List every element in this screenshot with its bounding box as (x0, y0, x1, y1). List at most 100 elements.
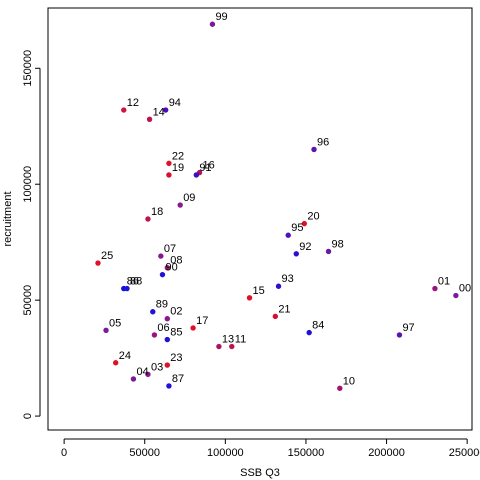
x-axis-title: SSB Q3 (240, 467, 280, 479)
point-label: 06 (157, 322, 169, 334)
data-point (177, 202, 183, 208)
data-point (275, 283, 282, 289)
data-point (159, 271, 166, 278)
data-point (145, 216, 151, 222)
data-point (325, 248, 332, 255)
point-label: 19 (172, 162, 184, 174)
point-label: 88 (130, 276, 142, 288)
data-point (95, 260, 101, 266)
point-label: 10 (343, 375, 355, 387)
data-point (190, 325, 196, 331)
point-label: 08 (170, 255, 182, 267)
data-point (130, 376, 137, 382)
data-point (311, 146, 317, 153)
y-tick-label: 50000 (22, 285, 34, 316)
point-label: 18 (151, 206, 163, 218)
data-point (216, 343, 222, 350)
x-tick-label: 50000 (129, 447, 160, 459)
data-point (103, 327, 109, 333)
x-tick-label: 200000 (368, 447, 405, 459)
point-label: 91 (199, 162, 211, 174)
point-label: 15 (253, 285, 265, 297)
x-tick-label: 0 (61, 447, 67, 459)
point-label: 17 (196, 315, 208, 327)
point-label: 03 (151, 361, 163, 373)
plot-frame (47, 7, 473, 431)
data-point (124, 285, 130, 292)
data-point (151, 332, 158, 338)
data-point (164, 264, 171, 271)
point-label: 21 (278, 303, 290, 315)
data-point (453, 292, 459, 299)
point-label: 87 (172, 373, 184, 385)
data-point (396, 332, 403, 338)
data-point (113, 360, 119, 366)
data-point (146, 116, 153, 122)
data-point (209, 21, 216, 27)
x-tick-label: 100000 (207, 447, 244, 459)
data-point (166, 383, 172, 389)
point-label: 01 (438, 276, 450, 288)
point-label: 11 (235, 334, 246, 346)
data-point (121, 107, 127, 113)
point-label: 23 (170, 352, 182, 364)
point-label: 94 (169, 97, 181, 109)
y-tick-label: 0 (22, 413, 34, 419)
data-point (293, 251, 299, 257)
data-point (166, 172, 172, 178)
data-point (193, 172, 200, 178)
data-point (166, 160, 172, 167)
point-label: 00 (459, 283, 471, 295)
point-label: 12 (127, 97, 139, 109)
y-axis-title: recruitment (2, 191, 14, 246)
point-label: 85 (170, 327, 182, 339)
point-label: 98 (332, 238, 344, 250)
point-label: 95 (291, 222, 303, 234)
data-point (164, 336, 171, 343)
y-tick-label: 150000 (22, 50, 34, 87)
y-tick-label: 100000 (22, 166, 34, 203)
point-label: 96 (317, 136, 329, 148)
point-label: 02 (170, 306, 182, 318)
x-tick-label: 150000 (288, 447, 325, 459)
point-label: 07 (164, 243, 176, 255)
data-point (164, 316, 171, 322)
point-label: 92 (299, 241, 311, 253)
point-label: 09 (183, 192, 195, 204)
point-label: 89 (156, 299, 168, 311)
point-label: 84 (312, 320, 324, 332)
point-label: 20 (307, 211, 319, 223)
y-axis: 0 50000 100000 150000 (22, 50, 41, 419)
data-point (229, 343, 235, 350)
point-label: 14 (153, 106, 165, 118)
point-label: 24 (119, 350, 131, 362)
data-point (301, 220, 308, 227)
point-label: 13 (222, 334, 234, 346)
point-label: 22 (172, 150, 184, 162)
point-label: 99 (215, 11, 227, 23)
data-point (306, 329, 312, 336)
data-point (432, 285, 438, 292)
data-point (158, 253, 164, 259)
point-label: 86 (127, 276, 139, 288)
data-point (162, 107, 169, 113)
point-label: 25 (101, 250, 113, 262)
data-point (272, 313, 279, 320)
data-point (164, 362, 171, 368)
point-label: 05 (109, 317, 121, 329)
data-point (285, 232, 291, 238)
data-point (150, 309, 156, 315)
points-layer (95, 21, 459, 391)
point-label: 97 (402, 322, 414, 334)
point-label: 93 (282, 273, 294, 285)
data-point (246, 295, 253, 301)
point-label: 90 (165, 262, 177, 274)
data-point (337, 385, 343, 391)
point-label: 04 (136, 366, 148, 378)
data-point (145, 371, 151, 378)
